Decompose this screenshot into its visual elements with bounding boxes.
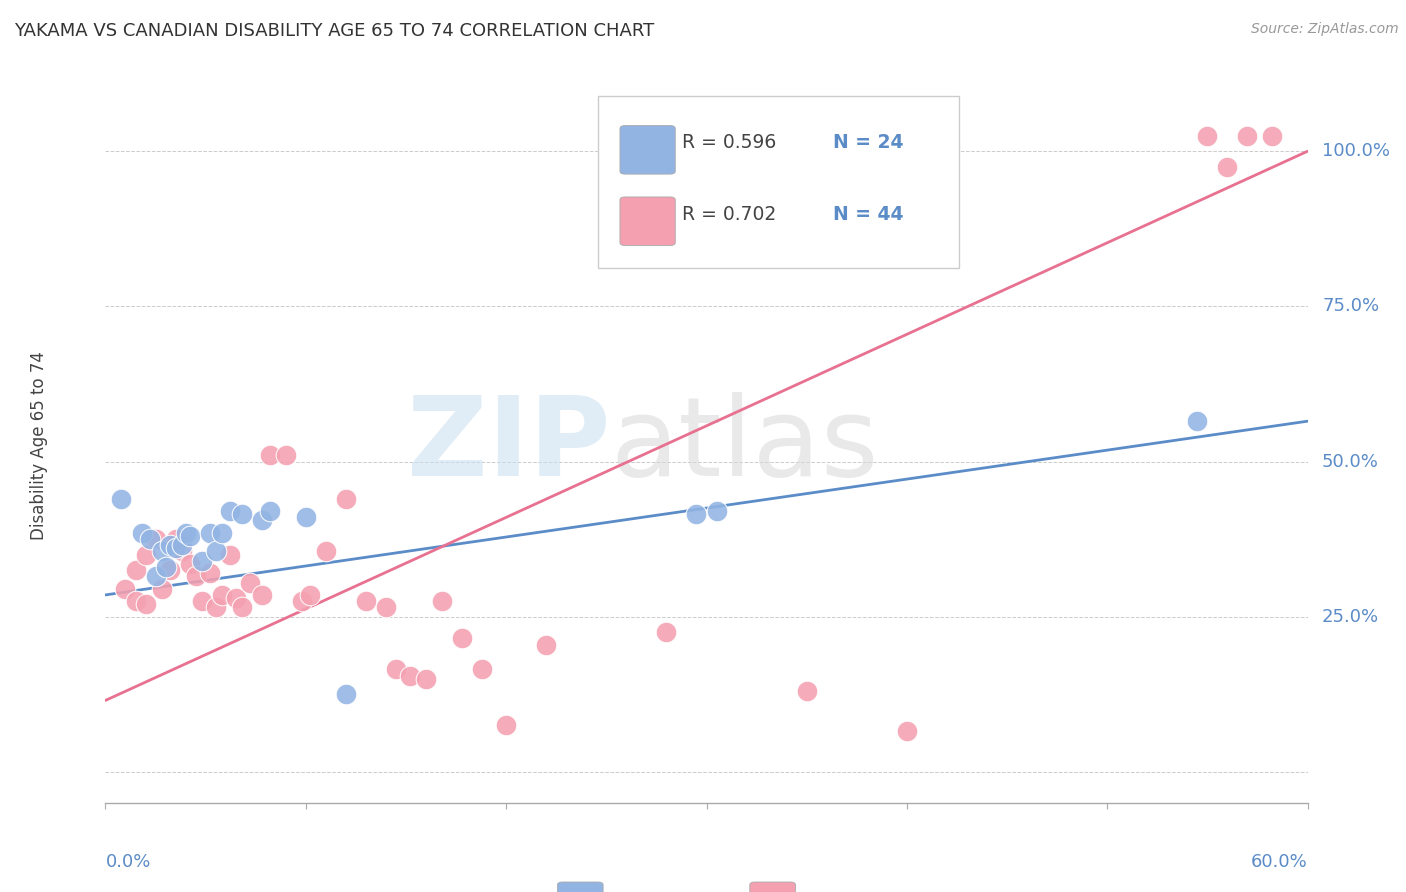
Text: 50.0%: 50.0%	[1322, 452, 1379, 470]
Point	[170, 544, 193, 558]
Point	[796, 684, 818, 698]
Point	[685, 508, 707, 522]
Point	[124, 563, 146, 577]
Point	[295, 510, 318, 524]
Point	[335, 491, 357, 506]
Point	[274, 448, 297, 462]
Point	[399, 668, 422, 682]
Point	[250, 588, 273, 602]
Point	[145, 569, 167, 583]
Point	[135, 597, 157, 611]
Point	[150, 544, 173, 558]
Point	[138, 532, 160, 546]
Point	[259, 504, 281, 518]
Point	[291, 594, 314, 608]
Point	[198, 566, 221, 581]
Point	[415, 672, 437, 686]
Point	[1187, 414, 1209, 428]
Point	[190, 594, 212, 608]
Point	[225, 591, 247, 605]
Text: 0.0%: 0.0%	[105, 853, 150, 871]
Point	[298, 588, 321, 602]
Point	[165, 541, 187, 556]
Point	[159, 538, 181, 552]
Point	[145, 532, 167, 546]
Point	[259, 448, 281, 462]
Point	[198, 525, 221, 540]
Point	[231, 508, 253, 522]
Point	[706, 504, 728, 518]
Point	[218, 504, 240, 518]
Point	[211, 525, 233, 540]
Point	[110, 491, 132, 506]
Point	[184, 569, 207, 583]
Text: N = 44: N = 44	[832, 204, 903, 224]
Point	[174, 525, 197, 540]
Point	[165, 532, 187, 546]
Text: 60.0%: 60.0%	[1251, 853, 1308, 871]
Text: 25.0%: 25.0%	[1322, 607, 1379, 625]
FancyBboxPatch shape	[557, 882, 603, 892]
Point	[204, 600, 226, 615]
Text: R = 0.596: R = 0.596	[682, 133, 776, 153]
Point	[159, 563, 181, 577]
Point	[239, 575, 262, 590]
Text: Source: ZipAtlas.com: Source: ZipAtlas.com	[1251, 22, 1399, 37]
Text: atlas: atlas	[610, 392, 879, 500]
Text: 100.0%: 100.0%	[1322, 142, 1391, 161]
Point	[150, 582, 173, 596]
Point	[534, 638, 557, 652]
Point	[495, 718, 517, 732]
Point	[250, 513, 273, 527]
Point	[179, 557, 201, 571]
Point	[135, 548, 157, 562]
Point	[430, 594, 453, 608]
Point	[218, 548, 240, 562]
FancyBboxPatch shape	[620, 126, 675, 174]
Point	[1260, 128, 1282, 143]
Point	[1216, 160, 1239, 174]
Point	[385, 662, 408, 676]
Point	[170, 538, 193, 552]
Text: N = 24: N = 24	[832, 133, 903, 153]
Text: Disability Age 65 to 74: Disability Age 65 to 74	[31, 351, 48, 541]
Point	[179, 529, 201, 543]
Point	[471, 662, 494, 676]
Text: ZIP: ZIP	[406, 392, 610, 500]
Point	[204, 544, 226, 558]
Point	[1197, 128, 1219, 143]
Point	[1236, 128, 1258, 143]
Text: 75.0%: 75.0%	[1322, 297, 1379, 316]
Point	[190, 554, 212, 568]
Point	[211, 588, 233, 602]
Point	[354, 594, 377, 608]
Point	[896, 724, 918, 739]
Point	[155, 560, 177, 574]
FancyBboxPatch shape	[620, 197, 675, 245]
Point	[124, 594, 146, 608]
Point	[231, 600, 253, 615]
Point	[451, 632, 474, 646]
Point	[131, 525, 153, 540]
Text: YAKAMA VS CANADIAN DISABILITY AGE 65 TO 74 CORRELATION CHART: YAKAMA VS CANADIAN DISABILITY AGE 65 TO …	[14, 22, 654, 40]
FancyBboxPatch shape	[749, 882, 796, 892]
Point	[315, 544, 337, 558]
Point	[114, 582, 136, 596]
FancyBboxPatch shape	[599, 96, 959, 268]
Point	[374, 600, 398, 615]
Point	[335, 687, 357, 701]
Text: R = 0.702: R = 0.702	[682, 204, 776, 224]
Point	[655, 625, 678, 640]
